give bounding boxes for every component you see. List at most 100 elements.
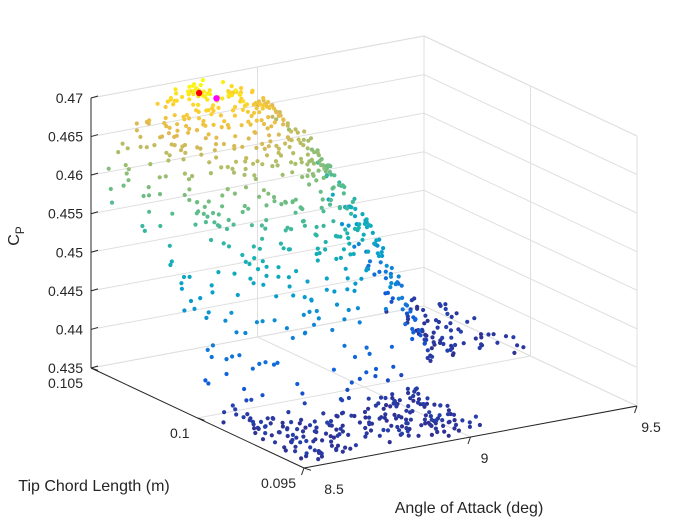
data-point: [276, 430, 281, 435]
data-point: [495, 340, 500, 345]
x-tick-mark: [467, 436, 471, 445]
data-point: [267, 104, 272, 109]
data-point: [222, 119, 227, 124]
data-point: [220, 204, 225, 209]
data-point: [172, 113, 177, 118]
data-point: [364, 370, 369, 375]
data-point: [393, 416, 399, 421]
data-point: [180, 94, 185, 100]
data-point: [379, 250, 384, 255]
grid-line: [423, 74, 638, 176]
data-point: [147, 118, 152, 123]
data-point: [433, 318, 439, 323]
data-point: [353, 281, 358, 286]
data-point: [209, 354, 214, 360]
data-point: [341, 247, 346, 252]
data-point: [265, 126, 270, 131]
data-point: [205, 97, 210, 102]
data-point: [410, 336, 415, 342]
data-point: [274, 143, 279, 148]
data-point: [315, 258, 320, 263]
data-point: [335, 234, 340, 239]
data-point: [448, 321, 453, 326]
data-point: [186, 177, 192, 182]
data-point: [266, 144, 271, 149]
data-point: [380, 253, 385, 258]
data-point: [349, 380, 354, 385]
data-point: [340, 183, 345, 188]
data-point: [295, 427, 300, 432]
data-point: [422, 337, 427, 342]
data-point: [280, 424, 285, 429]
data-point: [340, 449, 345, 454]
data-point: [348, 446, 353, 451]
data-point: [427, 410, 432, 415]
data-point: [408, 309, 413, 314]
data-point: [413, 387, 418, 392]
data-point: [433, 421, 438, 426]
data-point: [182, 308, 187, 313]
data-point: [390, 296, 395, 301]
data-point: [190, 174, 195, 179]
data-point: [254, 106, 259, 111]
data-point: [446, 420, 451, 425]
data-point: [142, 228, 147, 233]
data-point: [209, 283, 214, 288]
data-point: [191, 92, 196, 97]
data-point: [276, 132, 281, 137]
data-point: [226, 217, 231, 223]
y-axis-label: Tip Chord Length (m): [18, 478, 169, 495]
data-point: [167, 243, 172, 248]
data-point: [244, 156, 249, 161]
data-point: [196, 116, 202, 121]
data-point: [409, 298, 414, 303]
data-point: [294, 269, 299, 274]
data-point: [397, 428, 402, 433]
data-point: [245, 109, 250, 114]
data-point: [260, 393, 265, 398]
data-point: [187, 97, 192, 102]
data-point: [406, 404, 411, 409]
data-point: [330, 186, 335, 191]
z-tick-mark: [90, 365, 99, 369]
data-point: [220, 96, 225, 101]
data-point: [363, 434, 368, 439]
data-point: [260, 162, 265, 167]
data-point: [403, 302, 408, 307]
data-point: [175, 128, 180, 133]
data-point: [307, 423, 313, 428]
data-point: [425, 396, 430, 401]
data-point: [346, 307, 351, 313]
data-point: [272, 120, 277, 125]
data-point: [450, 352, 455, 358]
data-point: [243, 330, 248, 336]
data-point: [311, 161, 316, 166]
data-point: [214, 155, 219, 160]
data-point: [181, 274, 187, 280]
data-point: [165, 99, 170, 104]
data-point: [357, 222, 362, 227]
data-point: [367, 351, 372, 356]
data-point: [417, 328, 422, 333]
data-point: [411, 398, 416, 403]
data-point: [404, 311, 410, 316]
y-tick-label: 0.1: [170, 425, 190, 441]
data-point: [242, 172, 247, 177]
data-point: [391, 401, 396, 406]
data-point: [108, 186, 113, 192]
data-point: [295, 381, 300, 387]
data-point: [479, 342, 484, 347]
data-point: [266, 191, 271, 196]
data-point: [321, 223, 326, 228]
data-point: [254, 118, 259, 123]
data-point: [198, 83, 203, 88]
data-point: [164, 150, 169, 155]
z-axis-label: CP: [6, 226, 27, 246]
x-tick-mark: [301, 467, 305, 476]
grid-line: [423, 228, 638, 330]
data-point: [193, 222, 198, 227]
data-point: [385, 378, 390, 383]
data-point: [260, 259, 265, 264]
data-point: [345, 231, 350, 236]
data-point: [291, 293, 296, 298]
